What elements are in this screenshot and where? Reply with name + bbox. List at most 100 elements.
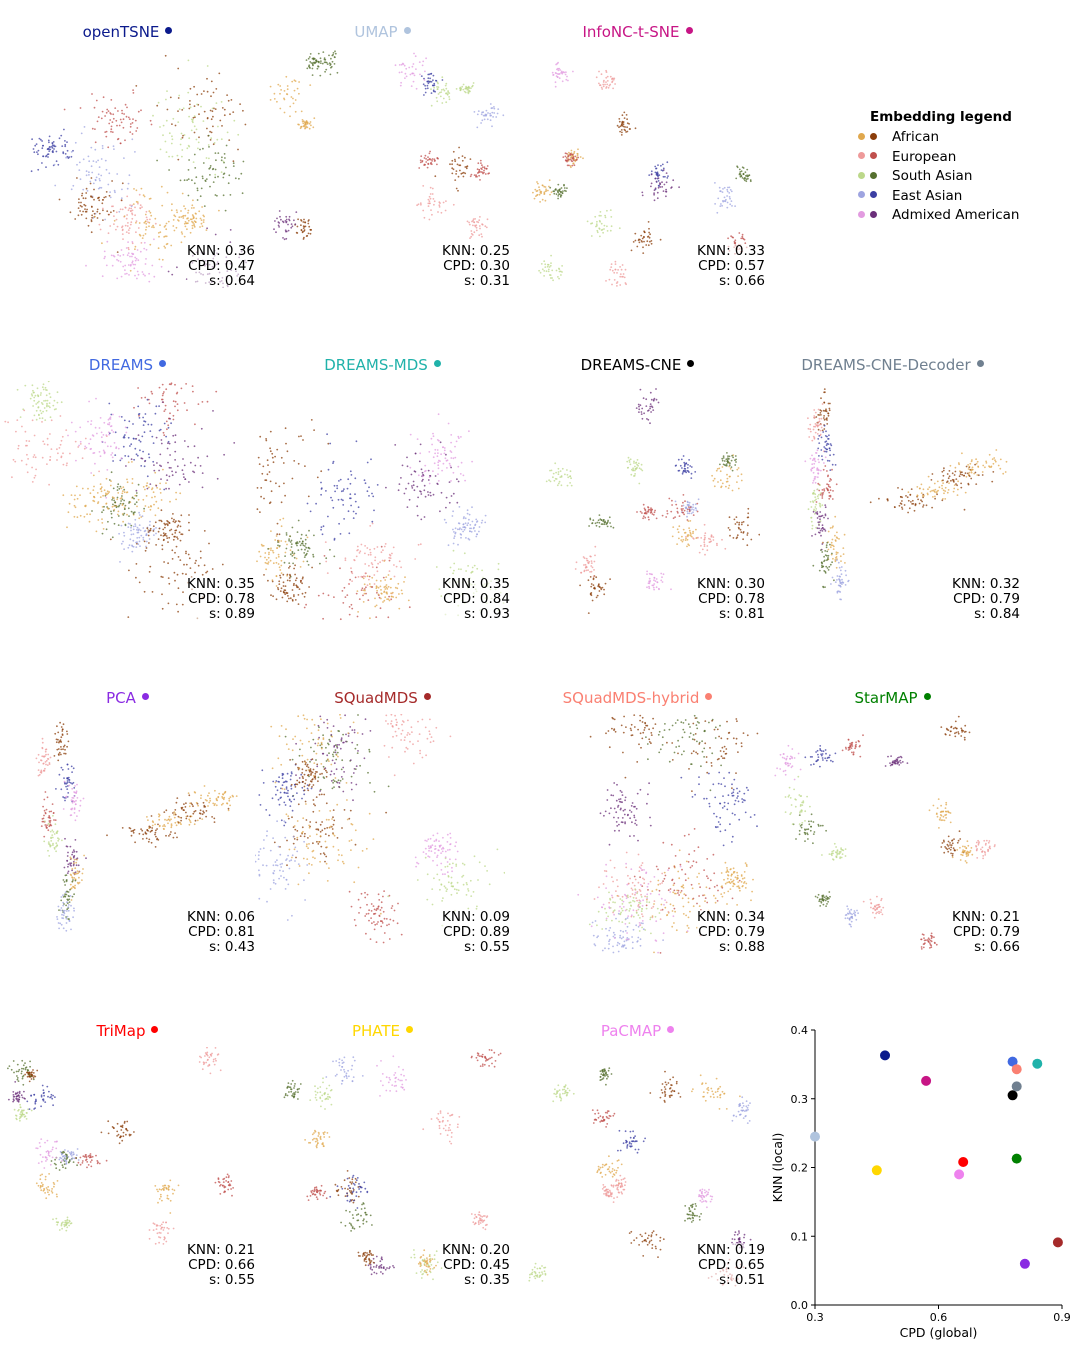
legend-label: South Asian [892, 168, 973, 184]
metric-s: s: 0.64 [209, 273, 255, 289]
point-starmap [1011, 1153, 1022, 1164]
metric-cpd: CPD: 0.66 [188, 1257, 255, 1273]
panel-title: UMAP [255, 22, 510, 42]
panel-title-text: PCA [106, 689, 136, 707]
metric-s: s: 0.88 [719, 939, 765, 955]
legend-swatch-dark [870, 152, 877, 159]
legend-item: European [858, 148, 1019, 168]
method-color-dot [165, 27, 173, 34]
embedding-points [35, 721, 238, 932]
metric-knn: KNN: 0.30 [697, 576, 765, 592]
embedding-points [577, 714, 759, 954]
panel-title: InfoNC-t-SNE [510, 22, 765, 42]
panel-title: DREAMS [0, 355, 255, 375]
panel-title: SQuadMDS [255, 688, 510, 708]
metric-knn: KNN: 0.34 [697, 909, 765, 925]
method-color-dot [423, 693, 431, 700]
embedding-points [269, 50, 505, 241]
panel-umap: UMAP KNN: 0.25 CPD: 0.30 s: 0.31 [255, 22, 510, 312]
embedding-plot [774, 715, 996, 950]
point-dreams-cne-decoder [1011, 1081, 1022, 1092]
metric-knn: KNN: 0.35 [187, 576, 255, 592]
metrics: KNN: 0.25 CPD: 0.30 s: 0.31 [442, 244, 510, 289]
panel-title: PCA [0, 688, 255, 708]
point-infonc-t-sne [921, 1075, 932, 1086]
x-tick-label: 0.3 [806, 1311, 824, 1324]
point-squadmds [1052, 1237, 1063, 1248]
panel-starmap: StarMAP KNN: 0.21 CPD: 0.79 s: 0.66 [765, 688, 1020, 978]
legend-item: South Asian [858, 167, 1019, 187]
metric-cpd: CPD: 0.79 [953, 924, 1020, 940]
panel-title: DREAMS-CNE [510, 355, 765, 375]
metric-s: s: 0.35 [464, 1272, 510, 1288]
panel-title-text: DREAMS-CNE-Decoder [801, 356, 971, 374]
embedding-points [804, 388, 1008, 601]
metric-s: s: 0.66 [719, 273, 765, 289]
method-color-dot [406, 1026, 414, 1033]
metric-s: s: 0.55 [464, 939, 510, 955]
knn-cpd-scatter: 0.3 0.6 0.9 0.0 0.1 0.2 0.3 0.4 CPD (global) KNN … [770, 1024, 1071, 1340]
embedding-plot [7, 1047, 235, 1245]
metrics: KNN: 0.32 CPD: 0.79 s: 0.84 [952, 577, 1020, 622]
method-color-dot [687, 360, 695, 367]
legend-swatch-light [858, 171, 865, 179]
legend-item: Admixed American [858, 206, 1019, 226]
metric-knn: KNN: 0.19 [697, 1242, 765, 1258]
panel-squadmds: SQuadMDS KNN: 0.09 CPD: 0.89 s: 0.55 [255, 688, 510, 978]
metric-s: s: 0.84 [974, 606, 1020, 622]
metric-knn: KNN: 0.25 [442, 243, 510, 259]
panel-dreams-cne: DREAMS-CNE KNN: 0.30 CPD: 0.78 s: 0.81 [510, 355, 765, 645]
metric-cpd: CPD: 0.47 [188, 258, 255, 274]
panel-title-text: DREAMS [88, 356, 154, 374]
x-axis-label: CPD (global) [900, 1325, 978, 1340]
metrics: KNN: 0.36 CPD: 0.47 s: 0.64 [187, 244, 255, 289]
panel-title: openTSNE [0, 22, 255, 42]
metric-cpd: CPD: 0.89 [443, 924, 510, 940]
metrics: KNN: 0.33 CPD: 0.57 s: 0.66 [697, 244, 765, 289]
embedding-plot [283, 1049, 502, 1281]
embedding-points [255, 714, 505, 944]
metric-cpd: CPD: 0.78 [698, 591, 765, 607]
metrics: KNN: 0.21 CPD: 0.79 s: 0.66 [952, 910, 1020, 955]
metrics: KNN: 0.35 CPD: 0.78 s: 0.89 [187, 577, 255, 622]
metric-cpd: CPD: 0.84 [443, 591, 510, 607]
metric-knn: KNN: 0.21 [187, 1242, 255, 1258]
metric-cpd: CPD: 0.81 [188, 924, 255, 940]
legend-swatch-light [858, 132, 865, 140]
legend-swatch-dark [870, 210, 877, 218]
panel-title-text: TriMap [96, 1022, 146, 1040]
metric-cpd: CPD: 0.79 [698, 924, 765, 940]
legend-swatch-light [858, 191, 865, 198]
legend-swatch-dark [870, 171, 877, 179]
embedding-points [283, 1049, 502, 1281]
method-color-dot [433, 360, 441, 367]
metric-s: s: 0.89 [209, 606, 255, 622]
panel-title-text: SQuadMDS-hybrid [562, 689, 700, 707]
embedding-plot [804, 388, 1008, 601]
panel-title-text: PaCMAP [600, 1022, 662, 1040]
metric-knn: KNN: 0.21 [952, 909, 1020, 925]
metric-s: s: 0.93 [464, 606, 510, 622]
panel-title: StarMAP [765, 688, 1020, 708]
method-color-dot [159, 360, 167, 367]
method-color-dot [685, 27, 693, 34]
point-phate [871, 1165, 882, 1176]
embedding-points [545, 388, 760, 614]
y-tick-label: 0.3 [791, 1093, 809, 1106]
metric-cpd: CPD: 0.78 [188, 591, 255, 607]
metric-s: s: 0.31 [464, 273, 510, 289]
panel-title-text: DREAMS-MDS [324, 356, 428, 374]
panel-title: PaCMAP [510, 1021, 765, 1041]
panel-dreams-cne-decoder: DREAMS-CNE-Decoder KNN: 0.32 CPD: 0.79 s: 0… [765, 355, 1020, 645]
point-dreams-mds [1032, 1058, 1043, 1069]
legend-title: Embedding legend [870, 109, 1012, 125]
panel-title-text: StarMAP [854, 689, 918, 707]
x-tick-label: 0.9 [1053, 1311, 1071, 1324]
embedding-points [4, 381, 236, 620]
panel-title-text: PHATE [351, 1022, 401, 1040]
panel-title: TriMap [0, 1021, 255, 1041]
metric-cpd: CPD: 0.45 [443, 1257, 510, 1273]
panel-title-text: openTSNE [82, 23, 160, 41]
panel-squadmds-hybrid: SQuadMDS-hybrid KNN: 0.34 CPD: 0.79 s: 0.88 [510, 688, 765, 978]
legend-label: European [892, 148, 957, 165]
